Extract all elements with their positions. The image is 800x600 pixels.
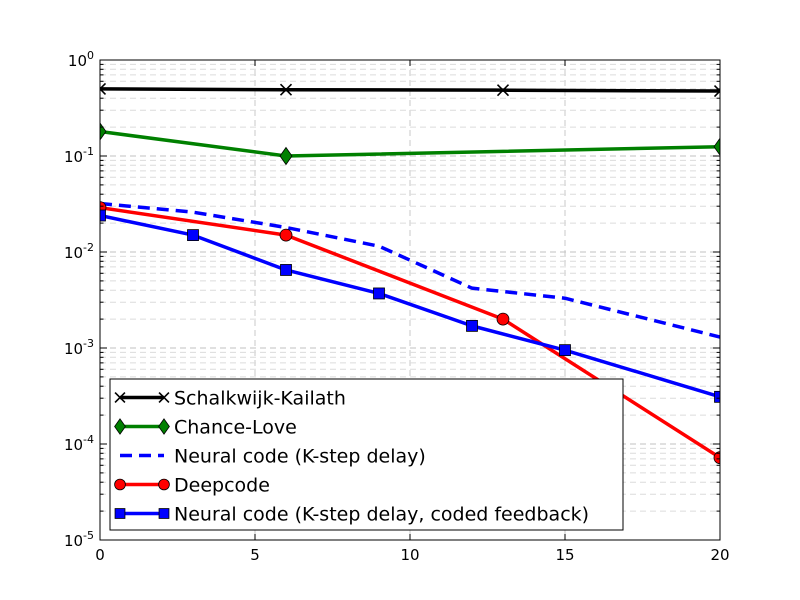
- data-point: [279, 146, 293, 166]
- legend-label: Neural code (K-step delay, coded feedbac…: [174, 504, 589, 526]
- marker-stroke: [279, 83, 293, 96]
- y-tick-exponent: -2: [83, 241, 94, 254]
- marker-stroke: [158, 391, 170, 404]
- marker-stroke: [496, 84, 510, 97]
- marker-stroke: [100, 82, 107, 91]
- y-tick-base: 10: [68, 52, 87, 70]
- y-tick-base: 10: [64, 340, 83, 358]
- series-line: [100, 201, 720, 339]
- data-point: [100, 209, 106, 222]
- legend-marker: [158, 418, 170, 435]
- legend-marker: [114, 391, 126, 404]
- x-tick-label: 20: [710, 546, 729, 564]
- y-tick-exponent: 0: [87, 49, 94, 62]
- data-point: [279, 83, 293, 96]
- y-tick-exponent: -1: [83, 145, 94, 158]
- legend-entry: Neural code (K-step delay, coded feedbac…: [114, 504, 589, 526]
- legend-marker: [158, 391, 170, 404]
- x-tick-label: 15: [555, 546, 574, 564]
- legend-label: Neural code (K-step delay): [174, 446, 426, 468]
- marker-stroke: [713, 84, 720, 93]
- y-tick-exponent: -5: [83, 529, 94, 542]
- y-tick-label: 100: [68, 49, 94, 70]
- legend-entry: Deepcode: [114, 475, 270, 497]
- y-tick-base: 10: [64, 436, 83, 454]
- data-point: [559, 344, 571, 357]
- legend-marker: [114, 478, 126, 491]
- y-tick-label: 10-5: [64, 529, 94, 550]
- data-point: [100, 82, 107, 95]
- legend-marker: [158, 508, 170, 519]
- data-point: [187, 229, 199, 241]
- series-0: [100, 82, 720, 98]
- y-tick-base: 10: [64, 532, 83, 550]
- y-tick-exponent: -4: [83, 433, 94, 446]
- legend-entry: Neural code (K-step delay): [120, 446, 426, 468]
- series-2: [100, 201, 720, 339]
- legend-label: Deepcode: [174, 475, 270, 497]
- y-tick-base: 10: [64, 244, 83, 262]
- y-tick-label: 10-2: [64, 241, 94, 262]
- legend-marker: [114, 508, 126, 519]
- series-line: [100, 87, 720, 93]
- legend-box: [109, 378, 624, 531]
- data-point: [280, 264, 292, 276]
- legend-label: Schalkwijk-Kailath: [174, 388, 346, 410]
- data-point: [496, 312, 510, 326]
- y-tick-base: 10: [64, 148, 83, 166]
- data-point: [279, 228, 293, 242]
- y-tick-label: 10-3: [64, 337, 94, 358]
- data-point: [714, 390, 720, 403]
- legend-label: Chance-Love: [174, 417, 297, 439]
- marker-stroke: [114, 391, 126, 404]
- legend-entry: Chance-Love: [114, 417, 297, 439]
- y-tick-exponent: -3: [83, 337, 94, 350]
- x-tick-label: 10: [400, 546, 419, 564]
- y-tick-label: 10-1: [64, 145, 94, 166]
- x-tick-label: 0: [95, 546, 105, 564]
- legend: Schalkwijk-Kailath Chance-Love Neural code…: [109, 378, 624, 531]
- data-point: [713, 451, 720, 465]
- marker-stroke: [100, 87, 107, 95]
- data-point: [713, 137, 720, 156]
- y-tick-label: 10-4: [64, 433, 94, 454]
- series-1: [100, 122, 720, 166]
- data-point: [466, 319, 478, 332]
- data-point: [373, 287, 385, 300]
- legend-entry: Schalkwijk-Kailath: [114, 388, 346, 410]
- series-4: [100, 209, 720, 403]
- legend-marker: [114, 418, 126, 435]
- x-tick-label: 5: [250, 546, 260, 564]
- data-point: [496, 84, 510, 97]
- plot-area: [100, 82, 720, 465]
- data-point: [713, 84, 720, 98]
- marker-stroke: [713, 89, 720, 98]
- legend-marker: [158, 478, 170, 491]
